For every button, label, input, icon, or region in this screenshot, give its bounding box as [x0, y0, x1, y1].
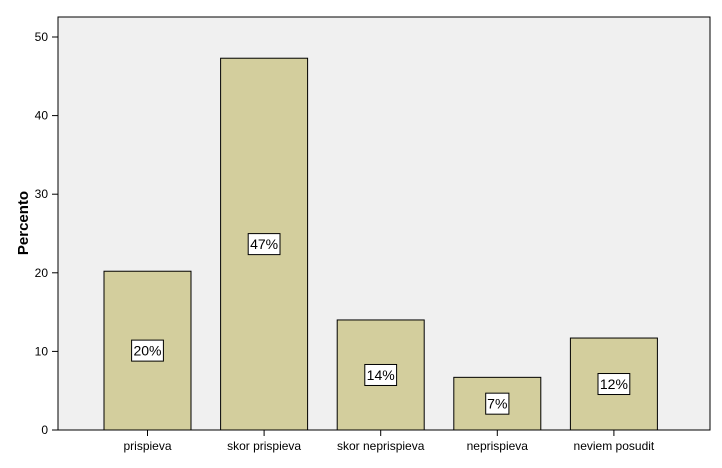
data-label: 7%	[487, 396, 507, 412]
y-tick-label: 50	[35, 30, 49, 44]
data-label-box	[485, 392, 510, 415]
data-labels: 20% 47% 14% 7% 12%	[131, 233, 631, 415]
x-category-label: neviem posudit	[574, 439, 655, 453]
x-category-label: neprispieva	[467, 439, 529, 453]
data-label-box	[597, 373, 631, 396]
bars	[103, 57, 658, 431]
data-label-box	[247, 233, 281, 256]
data-label: 20%	[133, 343, 161, 359]
data-label-box	[364, 363, 398, 386]
y-tick-label: 10	[35, 344, 49, 358]
x-axis: prispieva skor prispieva skor neprispieva n…	[123, 430, 655, 453]
data-label-box	[131, 339, 164, 362]
y-tick-label: 30	[35, 187, 49, 201]
data-label: 14%	[367, 367, 395, 383]
x-category-label: prispieva	[123, 439, 171, 453]
y-tick-label: 40	[35, 109, 49, 123]
y-axis: 0 10 20 30 40 50	[35, 30, 58, 437]
data-label: 12%	[600, 376, 628, 392]
x-category-label: skor prispieva	[227, 439, 301, 453]
x-category-label: skor neprispieva	[337, 439, 425, 453]
y-axis-title: Percento	[15, 191, 32, 255]
data-label: 47%	[250, 236, 278, 252]
y-tick-label: 0	[41, 423, 48, 437]
y-tick-label: 20	[35, 266, 49, 280]
